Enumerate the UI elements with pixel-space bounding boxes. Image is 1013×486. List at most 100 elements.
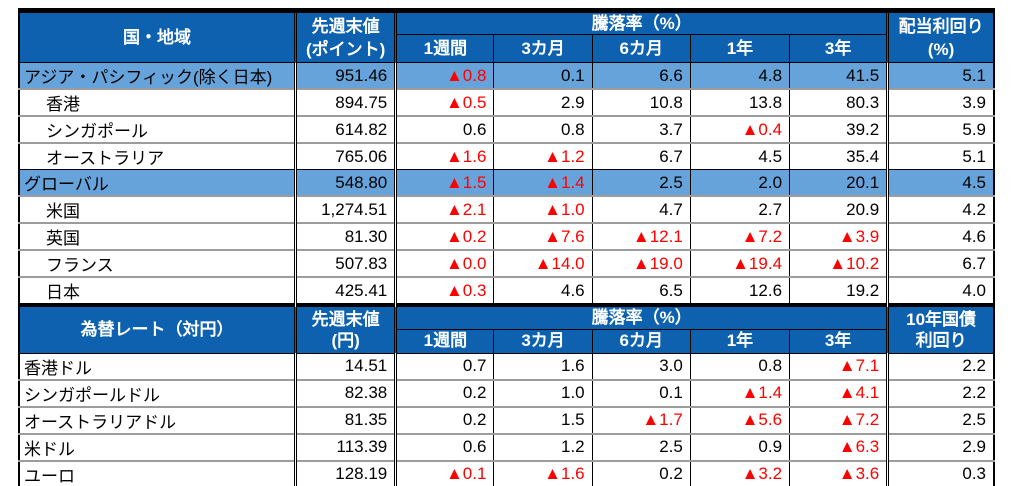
table-row-usa: 米国 1,274.51 ▲2.1 ▲1.0 4.7 2.7 20.9 4.2 bbox=[18, 195, 994, 224]
change-1y-cell: 4.5 bbox=[689, 142, 790, 170]
change-3m-cell: 2.9 bbox=[493, 88, 593, 117]
region-label: 英国 bbox=[18, 222, 296, 251]
change-6m-cell: 2.5 bbox=[591, 432, 691, 461]
change-3y-cell: 20.9 bbox=[789, 195, 888, 224]
change-3m-cell: ▲14.0 bbox=[493, 249, 593, 278]
change-3y-cell: ▲7.1 bbox=[789, 353, 888, 380]
change-1w-cell: ▲0.8 bbox=[394, 62, 494, 90]
change-1w-cell: 0.6 bbox=[394, 115, 494, 144]
value-cell: 548.80 bbox=[294, 169, 396, 197]
change-6m-cell: 3.7 bbox=[591, 115, 691, 144]
change-6m-cell: 2.5 bbox=[591, 169, 691, 197]
region-label: オーストラリア bbox=[18, 142, 296, 170]
change-3y-cell: 39.2 bbox=[789, 115, 888, 144]
header-dividend-yield: 配当利回り (%) bbox=[886, 9, 995, 64]
header-period-3m: 3カ月 bbox=[493, 328, 593, 354]
header-period-1y: 1年 bbox=[689, 34, 791, 64]
header-last-week-value: 先週末値 (ポイント) bbox=[294, 9, 397, 64]
table-row-global: グローバル 548.80 ▲1.5 ▲1.4 2.5 2.0 20.1 4.5 bbox=[18, 169, 994, 197]
change-6m-cell: ▲1.7 bbox=[591, 405, 691, 434]
change-3m-cell: ▲7.6 bbox=[493, 222, 593, 251]
change-3y-cell: 19.2 bbox=[789, 276, 888, 305]
header-period-6m: 6カ月 bbox=[591, 34, 691, 64]
header-last-week-value: 先週末値 (円) bbox=[294, 306, 397, 354]
fx-header-row-2: 1週間 3カ月 6カ月 1年 3年 bbox=[19, 328, 994, 354]
change-1w-cell: ▲0.3 bbox=[394, 276, 494, 305]
region-label: 香港 bbox=[18, 88, 296, 117]
yield-cell: 4.0 bbox=[886, 276, 994, 305]
yield-cell: 4.6 bbox=[886, 222, 994, 251]
value-cell: 81.35 bbox=[294, 405, 396, 434]
value-cell: 81.30 bbox=[294, 222, 396, 251]
change-1y-cell: ▲0.4 bbox=[689, 115, 790, 144]
change-3m-cell: 1.0 bbox=[493, 378, 593, 407]
change-3y-cell: ▲7.2 bbox=[789, 405, 888, 434]
change-1y-cell: 0.8 bbox=[689, 353, 790, 380]
header-period-1w: 1週間 bbox=[394, 34, 495, 64]
change-1w-cell: 0.6 bbox=[394, 432, 494, 461]
change-6m-cell: 6.5 bbox=[591, 276, 691, 305]
value-cell: 951.46 bbox=[294, 62, 396, 90]
change-1y-cell: 2.7 bbox=[689, 195, 790, 224]
change-1w-cell: ▲1.5 bbox=[394, 169, 494, 197]
change-3m-cell: 4.6 bbox=[493, 276, 593, 305]
change-3y-cell: 80.3 bbox=[789, 88, 888, 117]
value-cell: 128.19 bbox=[294, 459, 396, 486]
change-6m-cell: 0.1 bbox=[591, 378, 691, 407]
change-3m-cell: 1.5 bbox=[493, 405, 593, 434]
table-row-hong-kong-dollar: 香港ドル 14.51 0.7 1.6 3.0 0.8 ▲7.1 2.2 bbox=[18, 353, 994, 380]
change-3m-cell: 0.8 bbox=[493, 115, 593, 144]
change-6m-cell: ▲12.1 bbox=[591, 222, 691, 251]
header-last-week-value-line1: 先週末値 bbox=[311, 309, 380, 329]
change-6m-cell: 3.0 bbox=[591, 353, 691, 380]
table-row-uk: 英国 81.30 ▲0.2 ▲7.6 ▲12.1 ▲7.2 ▲3.9 4.6 bbox=[18, 222, 994, 251]
value-cell: 614.82 bbox=[294, 115, 396, 144]
change-3m-cell: ▲1.0 bbox=[493, 195, 593, 224]
yield-cell: 2.5 bbox=[886, 405, 994, 434]
currency-label: 香港ドル bbox=[18, 353, 296, 380]
change-1w-cell: 0.2 bbox=[394, 405, 494, 434]
yield-cell: 4.2 bbox=[886, 195, 994, 224]
header-period-1y: 1年 bbox=[689, 328, 791, 354]
currency-label: シンガポールドル bbox=[18, 378, 296, 407]
header-period-3y: 3年 bbox=[789, 34, 889, 64]
region-label: グローバル bbox=[18, 169, 296, 197]
change-6m-cell: 6.6 bbox=[591, 62, 691, 90]
yield-cell: 2.2 bbox=[886, 378, 994, 407]
change-3m-cell: ▲1.6 bbox=[493, 459, 593, 486]
yield-cell: 2.9 bbox=[886, 432, 994, 461]
yield-cell: 3.9 bbox=[886, 88, 994, 117]
table-row-australia-dollar: オーストラリアドル 81.35 0.2 1.5 ▲1.7 ▲5.6 ▲7.2 2… bbox=[18, 405, 994, 434]
table-row-hong-kong: 香港 894.75 ▲0.5 2.9 10.8 13.8 80.3 3.9 bbox=[18, 88, 994, 117]
header-fx-rate: 為替レート（対円） bbox=[18, 306, 297, 354]
header-10y-bond-yield-line1: 10年国債 bbox=[906, 309, 977, 329]
change-1y-cell: 13.8 bbox=[689, 88, 790, 117]
header-dividend-yield-line1: 配当利回り bbox=[898, 16, 984, 36]
region-label: シンガポール bbox=[18, 115, 296, 144]
table-row-us-dollar: 米ドル 113.39 0.6 1.2 2.5 0.9 ▲6.3 2.9 bbox=[18, 432, 994, 461]
change-1y-cell: 4.8 bbox=[689, 62, 790, 90]
stock-header-row-1: 国・地域 先週末値 (ポイント) 騰落率（%） 配当利回り (%) bbox=[18, 9, 995, 64]
change-1y-cell: 0.9 bbox=[689, 432, 790, 461]
header-region: 国・地域 bbox=[18, 9, 297, 64]
header-10y-bond-yield-line2: 利回り bbox=[915, 330, 967, 350]
yield-cell: 0.3 bbox=[886, 459, 994, 486]
region-label: 米国 bbox=[18, 195, 296, 224]
change-1w-cell: 0.7 bbox=[394, 353, 494, 380]
change-3m-cell: ▲1.2 bbox=[493, 142, 593, 170]
header-period-3m: 3カ月 bbox=[493, 34, 593, 64]
change-1w-cell: ▲0.5 bbox=[394, 88, 494, 117]
value-cell: 507.83 bbox=[294, 249, 396, 278]
table-row-japan: 日本 425.41 ▲0.3 4.6 6.5 12.6 19.2 4.0 bbox=[18, 276, 994, 305]
change-1y-cell: ▲7.2 bbox=[689, 222, 790, 251]
change-1w-cell: 0.2 bbox=[394, 378, 494, 407]
change-3y-cell: 41.5 bbox=[789, 62, 888, 90]
yield-cell: 2.2 bbox=[886, 353, 994, 380]
header-last-week-value-line2: (円) bbox=[331, 330, 360, 350]
yield-cell: 5.1 bbox=[886, 142, 994, 170]
change-6m-cell: 10.8 bbox=[591, 88, 691, 117]
region-label: アジア・パシフィック(除く日本) bbox=[18, 62, 296, 90]
header-period-3y: 3年 bbox=[789, 328, 889, 354]
header-last-week-value-line1: 先週末値 bbox=[311, 16, 380, 36]
region-label: フランス bbox=[18, 249, 296, 278]
